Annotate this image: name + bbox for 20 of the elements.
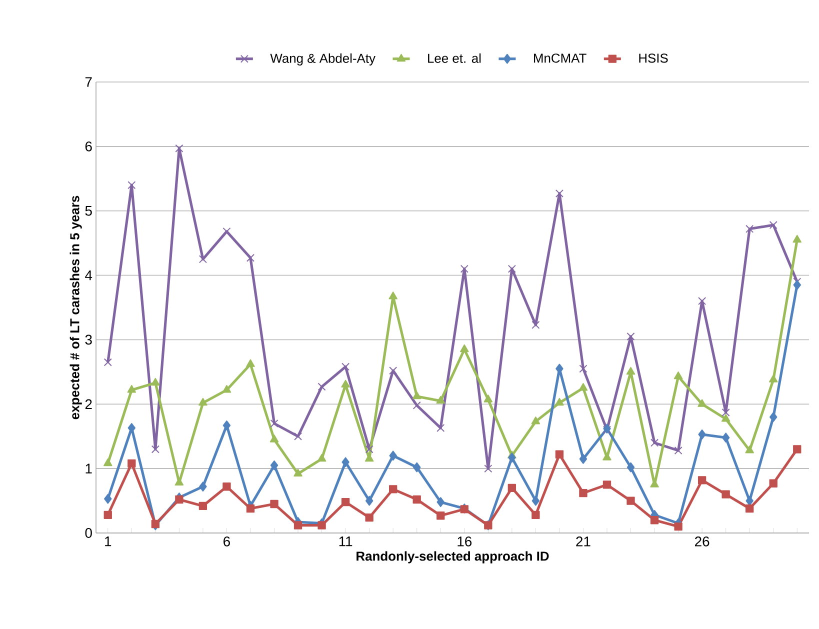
y-tick-label: 1 xyxy=(86,464,92,474)
y-tick-label: 5 xyxy=(85,206,92,216)
x-tick-label: 6 xyxy=(224,536,230,546)
legend-label: HSIS xyxy=(639,54,668,63)
y-tick-label: 4 xyxy=(85,270,92,280)
y-axis-title: expected # of LT carashes in 5 years xyxy=(70,196,82,420)
x-tick-label: 16 xyxy=(458,536,472,546)
y-tick-label: 3 xyxy=(85,334,92,345)
y-tick-label: 7 xyxy=(85,77,92,87)
legend-label: MnCMAT xyxy=(534,54,586,63)
legend-label: Lee et. al xyxy=(428,53,481,63)
x-tick-label: 1 xyxy=(105,536,112,546)
y-tick-label: 2 xyxy=(85,399,92,410)
legend-label: Wang & Abdel-Aty xyxy=(270,53,376,66)
y-tick-label: 0 xyxy=(85,528,92,538)
x-tick-label: 11 xyxy=(339,536,352,546)
y-tick-label: 6 xyxy=(85,141,92,152)
x-tick-label: 21 xyxy=(576,536,590,546)
x-axis-title: Randonly-selected approach ID xyxy=(356,551,549,564)
x-tick-label: 26 xyxy=(695,536,710,546)
